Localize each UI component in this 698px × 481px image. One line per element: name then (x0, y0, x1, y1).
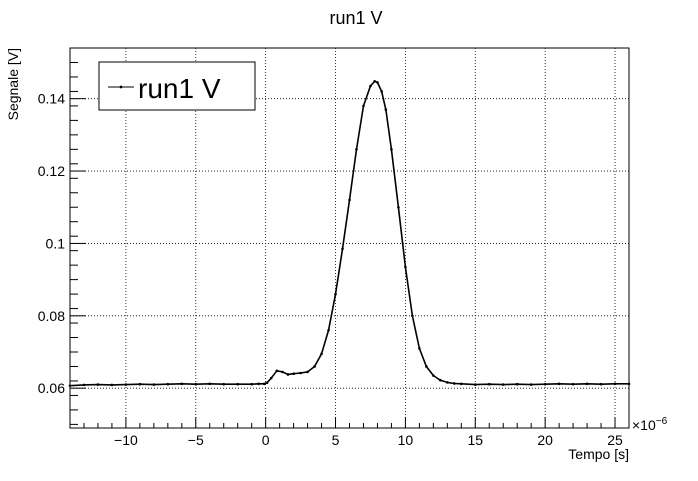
data-point (124, 383, 128, 386)
data-point (348, 198, 351, 202)
data-point (292, 372, 295, 376)
data-point (404, 265, 407, 269)
data-point (446, 381, 449, 384)
series-layer (68, 79, 631, 387)
x-tick-label: 10 (398, 432, 414, 448)
data-point (384, 108, 388, 111)
data-point (222, 382, 226, 386)
x-tick-label: 25 (607, 432, 623, 448)
data-point (262, 382, 266, 386)
legend-label: run1 V (138, 73, 221, 104)
x-tick-label: 20 (537, 432, 553, 448)
data-point (529, 383, 533, 386)
data-point (281, 370, 284, 374)
data-point (265, 381, 269, 385)
y-axis-title: Segnale [V] (5, 48, 21, 120)
data-point (341, 247, 344, 251)
data-point (257, 382, 260, 386)
data-point (250, 382, 253, 386)
data-point (373, 79, 376, 83)
series-line (69, 80, 629, 387)
data-point (194, 382, 198, 386)
data-point (425, 365, 428, 368)
data-point (320, 352, 323, 356)
data-point (299, 371, 302, 375)
data-point (487, 382, 491, 386)
data-point (275, 369, 279, 373)
data-point (453, 382, 456, 385)
data-point (380, 90, 383, 93)
data-point (138, 382, 142, 386)
data-point (180, 382, 184, 386)
data-point (432, 374, 435, 377)
data-point (96, 383, 100, 386)
y-tick-label: 0.08 (38, 308, 65, 324)
data-point (152, 383, 156, 386)
data-point (439, 378, 442, 382)
y-tick-label: 0.12 (38, 163, 65, 179)
data-point (286, 373, 290, 376)
x-axis-multiplier-base: ×10 (632, 417, 656, 433)
data-point (473, 383, 477, 386)
data-point (110, 383, 114, 387)
legend: run1 V (98, 61, 256, 111)
legend-box (98, 61, 256, 111)
data-point (166, 382, 170, 386)
data-point (411, 314, 414, 318)
chart-title: run1 V (329, 8, 382, 28)
x-tick-label: 0 (262, 432, 270, 448)
data-point (82, 383, 86, 387)
x-axis-title: Tempo [s] (568, 446, 629, 462)
axis-layer: −10 −5 0 5 10 15 20 25 0.06 0.08 0.1 0.12 0.14 (38, 47, 630, 448)
data-point (501, 383, 505, 386)
y-tick-label: 0.1 (46, 235, 66, 251)
data-point (571, 382, 575, 386)
legend-marker-sample (119, 85, 123, 89)
data-point (208, 382, 212, 386)
data-point (306, 370, 309, 374)
data-point (599, 382, 603, 386)
data-point (460, 382, 463, 386)
data-point (390, 148, 393, 151)
y-tick-label: 0.06 (38, 380, 65, 396)
data-point (515, 382, 519, 386)
x-tick-label: −10 (114, 432, 138, 448)
data-point (369, 84, 372, 88)
data-point (236, 382, 239, 386)
data-point (313, 365, 316, 368)
data-point (543, 382, 547, 386)
x-axis-multiplier-exponent: −6 (656, 416, 668, 427)
y-tick-label: 0.14 (38, 91, 65, 107)
data-point (397, 205, 400, 209)
data-point (557, 382, 561, 386)
data-point (355, 148, 358, 151)
data-point (585, 382, 589, 386)
data-point (327, 328, 330, 332)
data-point (334, 292, 337, 296)
data-point (362, 104, 365, 108)
x-axis-multiplier: ×10−6 (632, 416, 668, 433)
x-tick-label: 15 (467, 432, 483, 448)
data-point (418, 347, 421, 350)
x-tick-label: 5 (332, 432, 340, 448)
x-tick-label: −5 (188, 432, 204, 448)
data-point (376, 81, 379, 84)
data-point (269, 376, 273, 380)
data-point (613, 382, 617, 386)
